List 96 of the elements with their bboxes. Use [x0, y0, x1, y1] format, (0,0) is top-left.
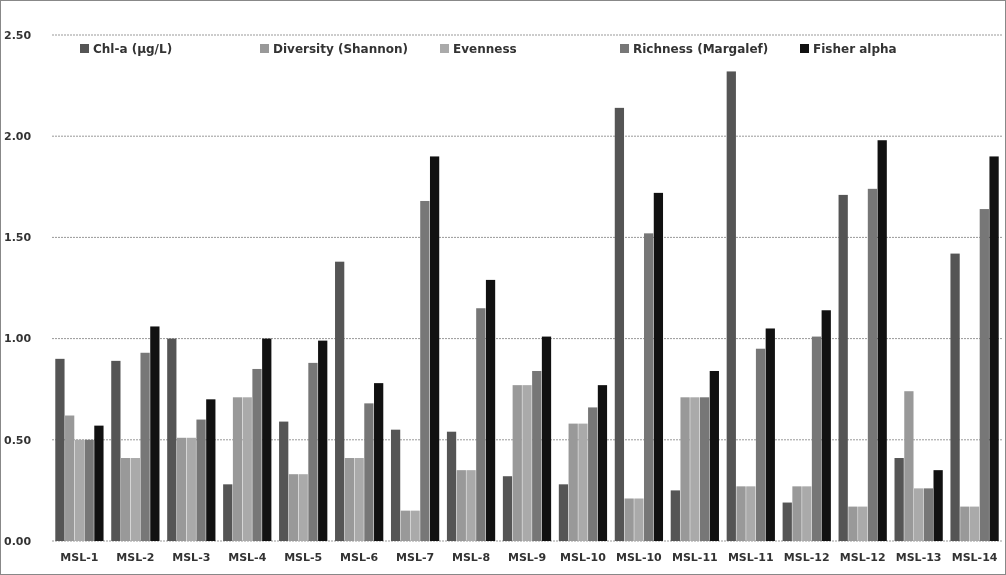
bar — [206, 399, 216, 541]
bar — [755, 348, 766, 541]
x-tick-label: MSL-4 — [228, 551, 267, 564]
y-tick-label: 0.00 — [4, 534, 32, 548]
bar — [196, 419, 206, 541]
bar — [55, 358, 65, 541]
bar — [335, 261, 345, 541]
bar — [485, 279, 496, 541]
x-tick-label: MSL-1 — [60, 551, 99, 564]
bar — [690, 397, 700, 541]
x-tick-label: MSL-2 — [116, 551, 155, 564]
bar — [262, 338, 272, 541]
x-tick-label: MSL-12 — [839, 551, 886, 564]
bar — [699, 397, 710, 541]
bar — [782, 502, 792, 541]
bar — [167, 338, 177, 541]
bar — [532, 370, 542, 541]
x-tick-label: MSL-14 — [951, 551, 998, 564]
x-tick-label: MSL-13 — [895, 551, 942, 564]
bar — [653, 192, 664, 541]
bar — [364, 403, 374, 541]
bar — [894, 458, 904, 541]
bar — [74, 439, 85, 541]
legend-label: Fisher alpha — [813, 42, 897, 56]
y-tick-label: 2.00 — [4, 130, 32, 144]
bar — [821, 310, 831, 541]
bar — [446, 431, 457, 541]
bar — [838, 194, 848, 541]
bar — [223, 484, 233, 541]
legend-label: Diversity (Shannon) — [273, 42, 409, 56]
bar — [933, 470, 943, 541]
bar — [670, 490, 680, 541]
bar — [242, 397, 252, 541]
bar — [877, 140, 887, 541]
bar — [588, 407, 598, 541]
x-tick-label: MSL-11 — [727, 551, 774, 564]
bar — [420, 200, 430, 541]
bar — [746, 486, 756, 541]
legend-label: Chl-a (µg/L) — [93, 42, 173, 56]
bar — [634, 498, 644, 541]
bar — [84, 439, 94, 541]
bar — [989, 156, 999, 541]
bar — [914, 488, 924, 541]
bar — [130, 458, 140, 541]
y-tick-label: 1.00 — [4, 332, 32, 346]
bar — [802, 486, 812, 541]
bar — [614, 107, 625, 541]
bar — [390, 429, 401, 541]
bar — [318, 340, 328, 541]
x-tick-label: MSL-9 — [507, 551, 547, 564]
bar — [765, 328, 775, 541]
bar — [541, 336, 552, 541]
bar — [410, 510, 420, 541]
bar — [522, 385, 532, 541]
x-tick-label: MSL-7 — [396, 551, 435, 564]
bar — [811, 336, 822, 541]
bar — [644, 233, 654, 541]
bar — [279, 421, 289, 541]
bar — [726, 71, 736, 541]
bar — [94, 425, 104, 541]
x-tick-label: MSL-5 — [284, 551, 323, 564]
x-tick-label: MSL-10 — [616, 551, 663, 564]
legend-label: Evenness — [453, 42, 517, 56]
bar — [502, 476, 513, 541]
bar — [298, 474, 308, 541]
bar — [858, 506, 868, 541]
bar — [140, 352, 150, 541]
x-tick-label: MSL-12 — [783, 551, 830, 564]
bar — [186, 437, 196, 541]
x-tick-label: MSL-3 — [172, 551, 211, 564]
bar — [252, 368, 262, 541]
y-tick-label: 1.50 — [4, 231, 32, 245]
x-tick-label: MSL-10 — [560, 551, 607, 564]
bar — [558, 484, 569, 541]
bar — [709, 370, 719, 541]
bar — [429, 156, 440, 541]
bar — [308, 362, 318, 541]
bar — [969, 506, 980, 541]
y-tick-label: 0.50 — [4, 433, 32, 447]
bar — [979, 209, 989, 541]
x-tick-label: MSL-11 — [671, 551, 718, 564]
bar — [867, 188, 878, 541]
bar — [374, 383, 384, 541]
x-tick-label: MSL-8 — [452, 551, 491, 564]
bar — [466, 470, 476, 541]
bar — [476, 308, 486, 541]
bar — [111, 360, 121, 541]
bar — [150, 326, 160, 541]
bar — [597, 385, 608, 541]
bar — [354, 458, 364, 541]
y-tick-label: 2.50 — [4, 28, 32, 42]
bar — [923, 488, 934, 541]
x-tick-label: MSL-6 — [340, 551, 379, 564]
legend-label: Richness (Margalef) — [633, 42, 769, 56]
bar — [950, 253, 960, 541]
bar — [578, 423, 588, 541]
